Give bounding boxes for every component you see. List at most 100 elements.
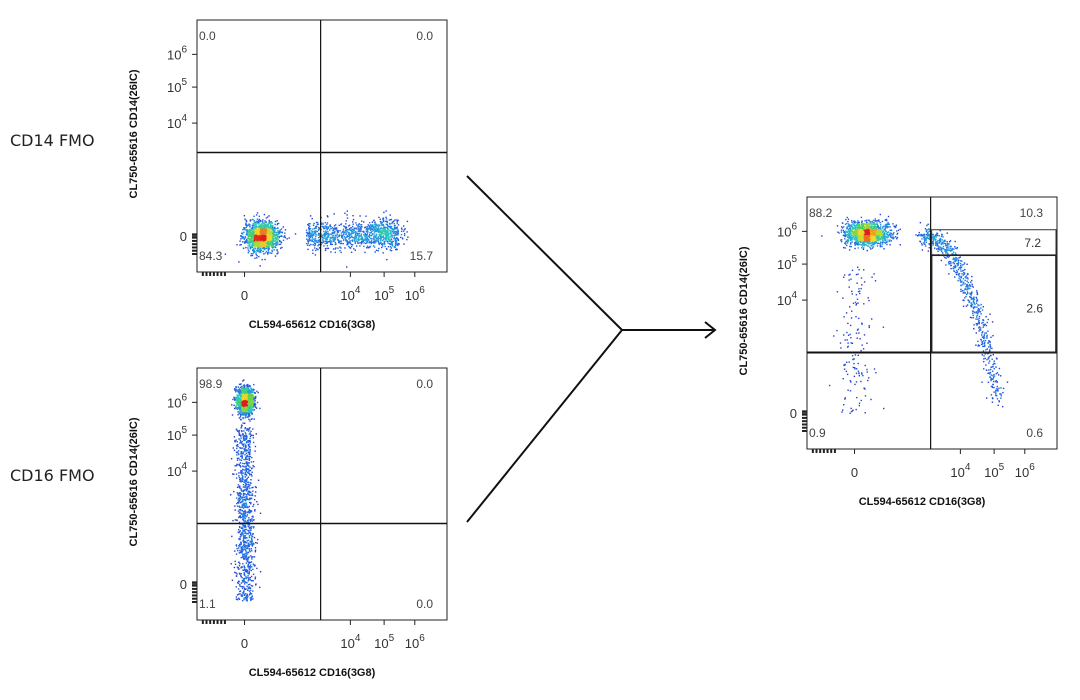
event-point (253, 418, 255, 420)
event-point (312, 233, 314, 235)
event-point (315, 230, 317, 232)
event-point (268, 242, 271, 244)
event-point (342, 234, 344, 236)
event-point (327, 216, 329, 218)
event-point (241, 393, 243, 395)
event-point (356, 240, 359, 242)
event-point (269, 224, 272, 227)
event-point (244, 536, 246, 538)
event-point (259, 239, 261, 241)
density-plot-3: 7.22.688.2 10.30.9 0.60 104 105 1060104105106… (738, 196, 1058, 508)
event-point (252, 226, 254, 229)
event-point (357, 227, 360, 230)
event-point (267, 241, 269, 244)
event-point (259, 234, 262, 236)
event-point (307, 239, 309, 241)
event-point (327, 241, 329, 243)
event-point (247, 384, 249, 386)
x-tick-label: 105 (374, 633, 394, 651)
event-point (263, 213, 266, 216)
event-point (347, 229, 349, 231)
event-point (242, 515, 245, 517)
event-point (259, 237, 261, 239)
event-point (324, 222, 326, 224)
event-point (235, 586, 237, 588)
event-point (272, 240, 274, 242)
event-point (247, 551, 250, 553)
event-point (243, 543, 245, 546)
event-point (251, 388, 253, 390)
event-point (246, 511, 249, 513)
event-point (235, 405, 237, 407)
event-point (329, 225, 331, 227)
event-point (242, 548, 244, 550)
event-point (244, 427, 247, 429)
event-point (248, 397, 250, 399)
quadrant-value-upper-left: 0.0 (199, 29, 216, 43)
event-point (340, 247, 342, 249)
event-point (250, 598, 253, 600)
event-point (385, 220, 387, 223)
event-point (234, 397, 236, 399)
event-point (242, 422, 244, 424)
event-point (277, 252, 279, 255)
event-point (343, 232, 345, 234)
event-point (266, 228, 268, 230)
event-point (339, 242, 342, 245)
event-point (249, 526, 252, 528)
event-point (240, 441, 242, 444)
event-point (329, 241, 332, 244)
event-point (348, 225, 350, 227)
event-point (257, 247, 259, 250)
event-point (317, 248, 319, 251)
event-point (406, 231, 408, 233)
event-point (286, 238, 288, 240)
event-point (236, 505, 239, 507)
event-point (278, 235, 280, 238)
event-point (250, 537, 253, 539)
event-point (394, 245, 396, 248)
event-point (241, 473, 243, 475)
event-point (396, 226, 398, 228)
event-point (361, 241, 363, 243)
event-point (250, 405, 252, 408)
event-point (265, 235, 267, 238)
event-point (243, 569, 245, 572)
event-point (353, 248, 355, 250)
event-point (274, 240, 276, 242)
event-point (237, 400, 239, 403)
event-point (354, 249, 356, 251)
event-point (255, 583, 257, 585)
event-point (340, 234, 342, 236)
event-point (247, 486, 250, 488)
event-point (251, 471, 253, 473)
event-point (242, 519, 245, 522)
event-point (378, 225, 380, 227)
event-point (238, 412, 240, 415)
event-point (258, 242, 260, 244)
event-point (244, 485, 246, 487)
event-point (394, 230, 397, 233)
event-point (249, 451, 251, 453)
event-point (239, 386, 242, 389)
event-point (318, 241, 320, 243)
event-point (374, 222, 376, 224)
event-point (334, 224, 337, 226)
event-point (313, 227, 316, 230)
event-point (252, 573, 255, 575)
event-point (238, 580, 240, 583)
event-point (358, 235, 360, 237)
event-point (259, 251, 262, 253)
event-point (252, 563, 255, 565)
event-point (261, 240, 263, 242)
event-point (240, 477, 242, 480)
event-point (252, 580, 254, 582)
event-point (248, 527, 251, 529)
event-point (246, 570, 249, 572)
event-point (254, 244, 256, 247)
event-point (384, 245, 386, 248)
event-point (354, 227, 357, 230)
event-point (874, 218, 876, 220)
event-point (353, 228, 355, 230)
event-point (242, 501, 244, 503)
